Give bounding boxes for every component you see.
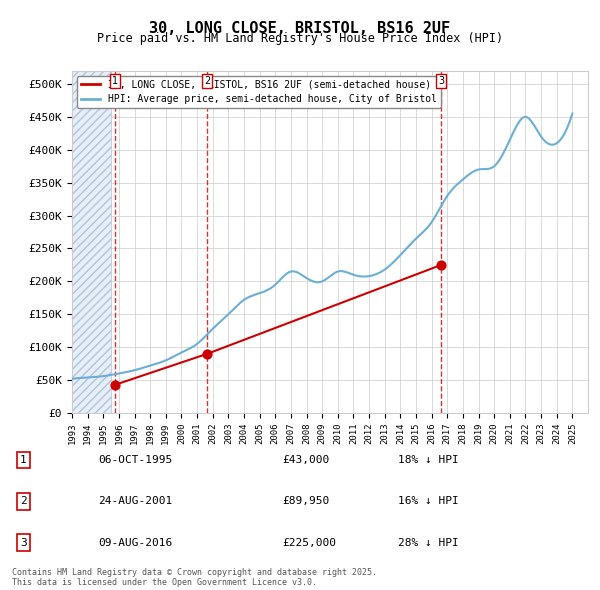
Text: 16% ↓ HPI: 16% ↓ HPI — [398, 496, 458, 506]
Text: 18% ↓ HPI: 18% ↓ HPI — [398, 455, 458, 465]
Text: 1: 1 — [20, 455, 27, 465]
Point — [202, 349, 212, 359]
Text: 2: 2 — [20, 496, 27, 506]
Text: 09-AUG-2016: 09-AUG-2016 — [98, 537, 173, 548]
Text: 06-OCT-1995: 06-OCT-1995 — [98, 455, 173, 465]
Text: 1: 1 — [112, 76, 118, 86]
Text: 3: 3 — [20, 537, 27, 548]
Legend: 30, LONG CLOSE, BRISTOL, BS16 2UF (semi-detached house), HPI: Average price, sem: 30, LONG CLOSE, BRISTOL, BS16 2UF (semi-… — [77, 76, 441, 109]
Text: £43,000: £43,000 — [283, 455, 330, 465]
Text: 2: 2 — [204, 76, 211, 86]
Text: Price paid vs. HM Land Registry's House Price Index (HPI): Price paid vs. HM Land Registry's House … — [97, 32, 503, 45]
Text: £225,000: £225,000 — [283, 537, 337, 548]
Text: £89,950: £89,950 — [283, 496, 330, 506]
Point — [436, 260, 446, 270]
Text: 30, LONG CLOSE, BRISTOL, BS16 2UF: 30, LONG CLOSE, BRISTOL, BS16 2UF — [149, 21, 451, 35]
Text: 3: 3 — [438, 76, 444, 86]
Text: 24-AUG-2001: 24-AUG-2001 — [98, 496, 173, 506]
Text: Contains HM Land Registry data © Crown copyright and database right 2025.
This d: Contains HM Land Registry data © Crown c… — [12, 568, 377, 587]
Point — [110, 380, 120, 389]
Text: 28% ↓ HPI: 28% ↓ HPI — [398, 537, 458, 548]
